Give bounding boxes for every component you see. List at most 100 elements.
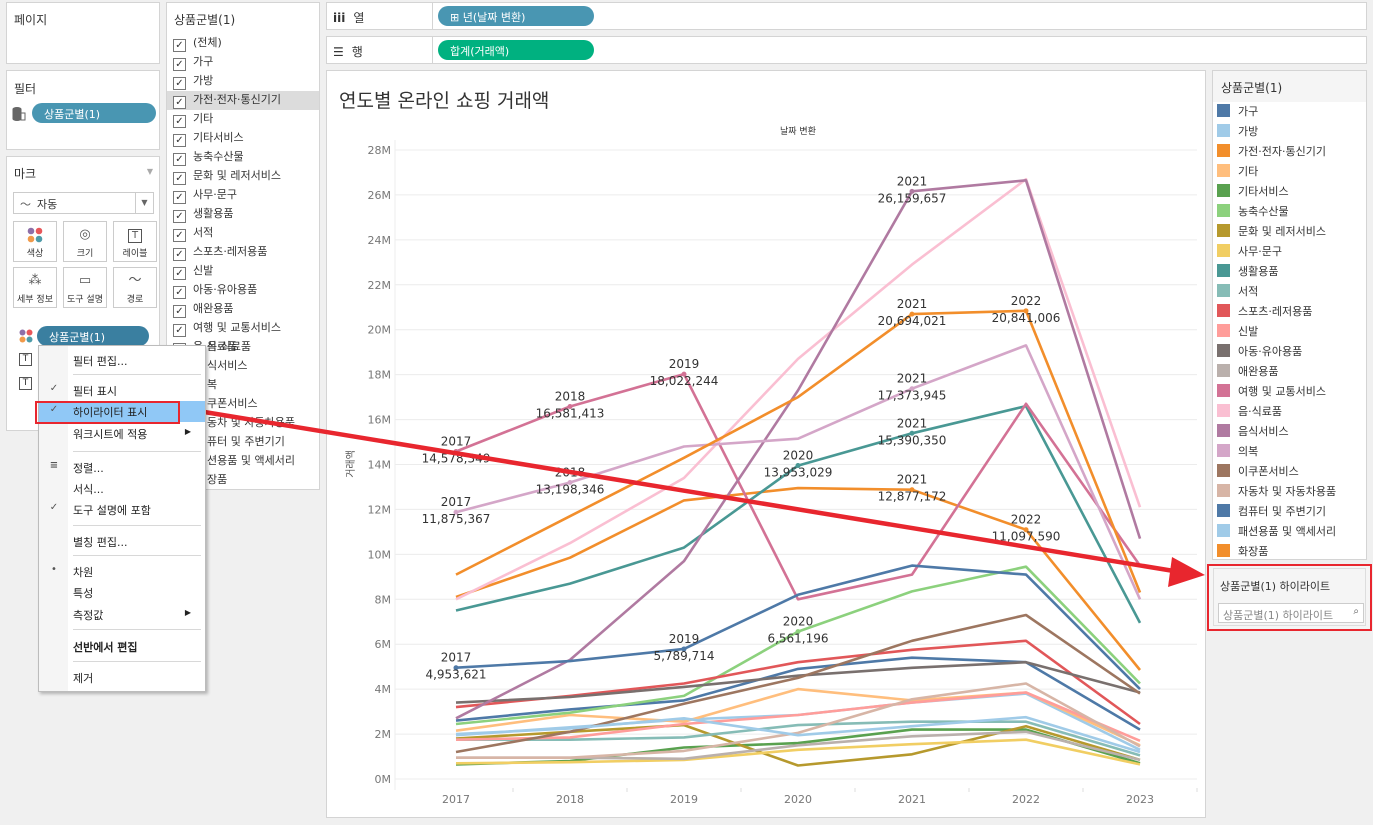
filter-item[interactable]: ✓ 가구 [173,53,320,72]
filter-item-partial[interactable]: 음·식료품 [207,338,354,357]
checkbox-checked-icon[interactable]: ✓ [173,39,186,52]
filter-item-partial[interactable]: 식서비스 [207,357,354,376]
checkbox-checked-icon[interactable]: ✓ [173,286,186,299]
highlighter-search-input[interactable]: 상품군별(1) 하이라이트 ⌕ [1218,603,1364,623]
checkbox-checked-icon[interactable]: ✓ [173,324,186,337]
columns-pill-year[interactable]: ⊞ 년(날짜 변환) [438,6,594,26]
menu-item[interactable]: ✓ 하이라이터 표시 [39,401,205,422]
menu-item-label: 차원 [73,566,94,579]
filter-item-label: 션용품 및 액세서리 [207,454,295,467]
mark-type-value: 자동 [37,198,58,211]
checkbox-checked-icon[interactable]: ✓ [173,191,186,204]
legend-item[interactable]: 스포츠·레저용품 [1217,303,1312,323]
menu-item[interactable]: 워크시트에 적용 ▶ [39,423,205,444]
menu-item[interactable]: 별칭 편집... [39,531,205,552]
size-button[interactable]: ◎ 크기 [63,221,107,262]
menu-item[interactable]: 서식... [39,478,205,499]
filter-item[interactable]: ✓ (전체) [173,34,320,53]
legend-item[interactable]: 가방 [1217,123,1258,143]
checkbox-checked-icon[interactable]: ✓ [173,115,186,128]
legend-item[interactable]: 화장품 [1217,543,1268,563]
checkbox-checked-icon[interactable]: ✓ [173,58,186,71]
tooltip-button[interactable]: ▭ 도구 설명 [63,267,107,308]
label-button[interactable]: T 레이블 [113,221,157,262]
legend-item[interactable]: 가전·전자·통신기기 [1217,143,1326,163]
legend-swatch [1217,284,1230,297]
legend-item[interactable]: 음·식료품 [1217,403,1282,423]
menu-item[interactable]: ✓ 도구 설명에 포함 [39,499,205,520]
legend-swatch [1217,204,1230,217]
legend-item[interactable]: 의복 [1217,443,1258,463]
label-shelf-icon: T [19,353,32,366]
legend-item[interactable]: 가구 [1217,103,1258,123]
path-button[interactable]: 〜 경로 [113,267,157,308]
legend-item[interactable]: 이쿠폰서비스 [1217,463,1299,483]
legend-swatch [1217,544,1230,557]
filter-item[interactable]: ✓ 스포츠·레저용품 [173,243,320,262]
checkbox-checked-icon[interactable]: ✓ [173,77,186,90]
marks-panel: 마크 ▼ 〜 자동 ▼ 색상 ◎ 크기 T 레이블 ⁂ 세부 정보 ▭ 도구 설명… [6,156,160,431]
menu-item[interactable]: • 차원 [39,561,205,582]
legend-item[interactable]: 음식서비스 [1217,423,1289,443]
checkbox-checked-icon[interactable]: ✓ [173,134,186,147]
color-pill-category[interactable]: 상품군별(1) [37,326,149,346]
filter-item-label: 문화 및 레저서비스 [193,169,281,182]
legend-item[interactable]: 여행 및 교통서비스 [1217,383,1326,403]
filter-item[interactable]: ✓ 기타서비스 [173,129,320,148]
legend-item[interactable]: 컴퓨터 및 주변기기 [1217,503,1326,523]
checkbox-checked-icon[interactable]: ✓ [173,153,186,166]
menu-item[interactable]: ≡ 정렬... [39,457,205,478]
filter-item[interactable]: ✓ 문화 및 레저서비스 [173,167,320,186]
checkbox-checked-icon[interactable]: ✓ [173,305,186,318]
legend-item[interactable]: 농축수산물 [1217,203,1289,223]
filter-item[interactable]: ✓ 가방 [173,72,320,91]
filter-item-partial[interactable]: 복 [207,376,354,395]
color-button[interactable]: 색상 [13,221,57,262]
detail-icon: ⁂ [28,273,42,288]
menu-item-label: 선반에서 편집 [73,641,138,654]
legend-item[interactable]: 애완용품 [1217,363,1278,383]
filter-item-label: 신발 [193,264,214,277]
mark-type-dropdown[interactable]: 〜 자동 ▼ [13,192,154,214]
legend-item[interactable]: 패션용품 및 액세서리 [1217,523,1336,543]
legend-item[interactable]: 신발 [1217,323,1258,343]
menu-item[interactable]: 특성 [39,582,205,603]
filter-item[interactable]: ✓ 여행 및 교통서비스 [173,319,320,338]
menu-item[interactable]: 제거 [39,667,205,688]
menu-item[interactable]: ✓ 필터 표시 [39,380,205,401]
detail-button[interactable]: ⁂ 세부 정보 [13,267,57,308]
marks-title: 마크 [14,167,37,181]
checkbox-checked-icon[interactable]: ✓ [173,172,186,185]
legend-item[interactable]: 생활용품 [1217,263,1278,283]
checkbox-checked-icon[interactable]: ✓ [173,96,186,109]
menu-item[interactable]: 선반에서 편집 [39,636,205,657]
legend-item[interactable]: 아동·유아용품 [1217,343,1302,363]
filter-item[interactable]: ✓ 기타 [173,110,320,129]
filter-item[interactable]: ✓ 서적 [173,224,320,243]
filter-item[interactable]: ✓ 애완용품 [173,300,320,319]
menu-item[interactable]: 필터 편집... [39,350,205,371]
legend-item[interactable]: 사무·문구 [1217,243,1282,263]
filter-pill-category[interactable]: 상품군별(1) [32,103,156,123]
checkbox-checked-icon[interactable]: ✓ [173,210,186,223]
checkbox-checked-icon[interactable]: ✓ [173,267,186,280]
legend-item[interactable]: 자동차 및 자동차용품 [1217,483,1336,503]
tooltip-icon: ▭ [78,273,92,288]
filter-item-label: 기타서비스 [193,131,244,144]
marks-menu-arrow-icon[interactable]: ▼ [146,167,153,176]
legend-item[interactable]: 기타 [1217,163,1258,183]
filter-item[interactable]: ✓ 농축수산물 [173,148,320,167]
menu-item[interactable]: 측정값 ▶ [39,604,205,625]
filter-item[interactable]: ✓ 가전·전자·통신기기 [167,91,319,110]
legend-item[interactable]: 서적 [1217,283,1258,303]
filter-item[interactable]: ✓ 신발 [173,262,320,281]
filter-item[interactable]: ✓ 사무·문구 [173,186,320,205]
filter-card-title: 상품군별(1) [174,13,236,27]
checkbox-checked-icon[interactable]: ✓ [173,229,186,242]
rows-pill-sum[interactable]: 합계(거래액) [438,40,594,60]
filter-item[interactable]: ✓ 아동·유아용품 [173,281,320,300]
filter-item[interactable]: ✓ 생활용품 [173,205,320,224]
legend-item[interactable]: 문화 및 레저서비스 [1217,223,1326,243]
checkbox-checked-icon[interactable]: ✓ [173,248,186,261]
legend-item[interactable]: 기타서비스 [1217,183,1289,203]
